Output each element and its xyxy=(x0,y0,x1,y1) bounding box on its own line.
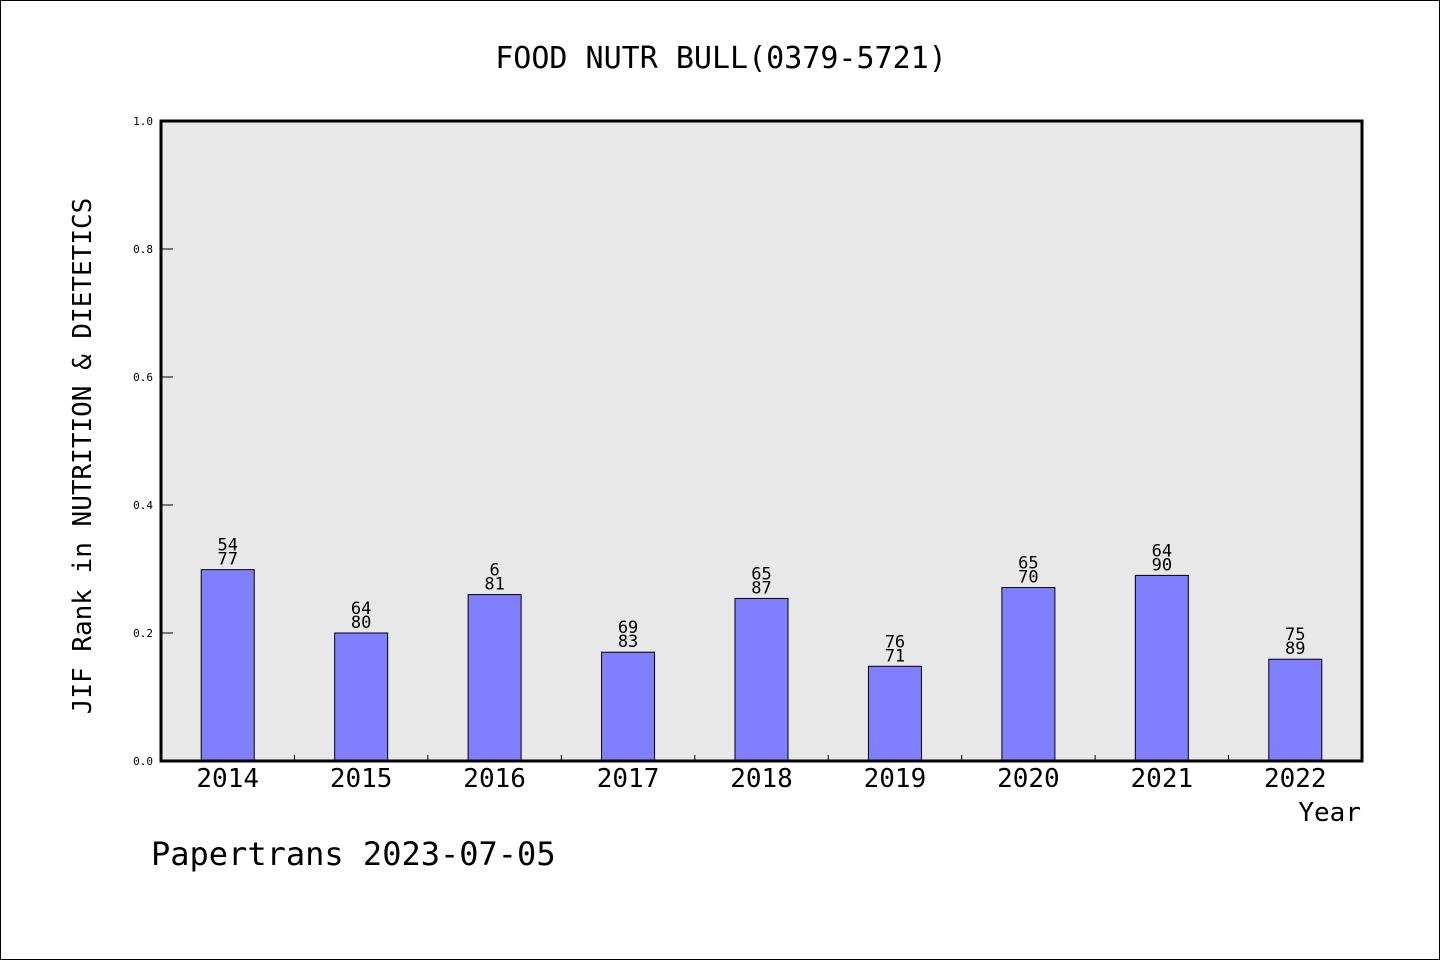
bar-total-label: 71 xyxy=(885,646,905,666)
bar-rank-label: 64 xyxy=(1152,541,1172,561)
y-tick-label: 0.2 xyxy=(133,627,153,640)
y-axis-label: JIF Rank in NUTRITION & DIETETICS xyxy=(68,198,98,715)
bar-total-label: 77 xyxy=(217,550,237,570)
bar-total-label: 81 xyxy=(484,575,504,595)
bar-2020 xyxy=(1001,587,1056,762)
x-axis-label: Year xyxy=(1298,798,1361,828)
y-tick-label: 0.0 xyxy=(133,755,153,768)
bar-rank-label: 69 xyxy=(618,618,638,638)
bar-total-label: 80 xyxy=(351,613,371,633)
bar-total-label: 90 xyxy=(1152,555,1172,575)
bar-2021 xyxy=(1134,574,1189,762)
bar-2015 xyxy=(334,632,389,762)
x-tick-label: 2014 xyxy=(196,764,259,794)
plot-border xyxy=(159,119,1364,763)
y-tick-label: 0.6 xyxy=(133,371,153,384)
x-tick-label: 2019 xyxy=(864,764,927,794)
bar-2019 xyxy=(867,665,922,762)
x-tick-label: 2016 xyxy=(463,764,526,794)
bar-rank-label: 75 xyxy=(1285,625,1305,645)
bar-total-label: 70 xyxy=(1018,568,1038,588)
bar-total-label: 87 xyxy=(751,578,771,598)
bar-rank-label: 64 xyxy=(351,599,371,619)
x-tick-label: 2017 xyxy=(597,764,660,794)
bars xyxy=(200,569,1323,762)
bar-2017 xyxy=(601,651,656,762)
bar-rank-label: 6 xyxy=(489,561,499,581)
bar-rank-label: 76 xyxy=(885,632,905,652)
y-tick-label: 0.8 xyxy=(133,243,153,256)
x-axis-ticks: 2014 2015 2016 2017 2018 2019 2020 2021 2022 xyxy=(196,755,1327,794)
bar-rank-label: 54 xyxy=(217,536,237,556)
bar-total-label: 89 xyxy=(1285,639,1305,659)
bar-2016 xyxy=(467,594,522,762)
bar-2018 xyxy=(734,597,789,762)
y-axis-ticks: 0.0 0.2 0.4 0.6 0.8 1.0 xyxy=(133,115,173,768)
x-tick-label: 2020 xyxy=(997,764,1060,794)
bar-2022 xyxy=(1268,658,1323,762)
x-tick-label: 2018 xyxy=(730,764,793,794)
x-tick-label: 2015 xyxy=(330,764,393,794)
x-tick-label: 2022 xyxy=(1264,764,1327,794)
y-tick-label: 1.0 xyxy=(133,115,153,128)
bar-2014 xyxy=(200,569,255,762)
x-tick-label: 2021 xyxy=(1131,764,1194,794)
chart-title: FOOD NUTR BULL(0379-5721) xyxy=(495,41,947,76)
bar-rank-label: 65 xyxy=(1018,554,1038,574)
y-tick-label: 0.4 xyxy=(133,499,153,512)
credit-text: Papertrans 2023-07-05 xyxy=(151,835,556,873)
bar-rank-label: 65 xyxy=(751,564,771,584)
bar-total-label: 83 xyxy=(618,632,638,652)
